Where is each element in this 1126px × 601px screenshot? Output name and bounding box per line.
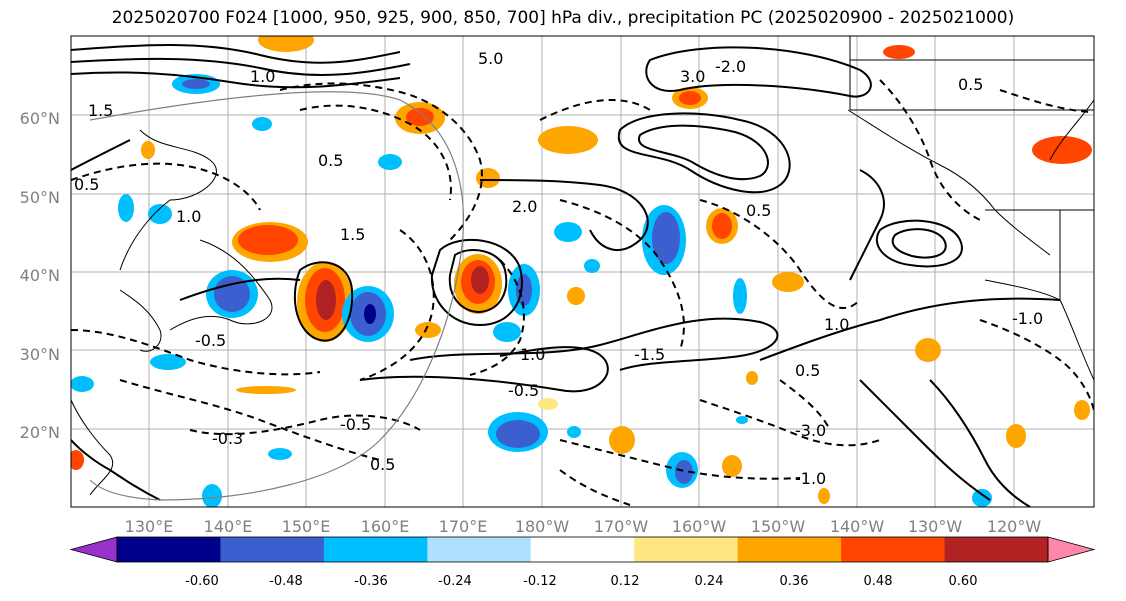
map-frame	[70, 35, 1095, 508]
contour-label: 1.5	[88, 101, 113, 120]
contour-label: 2.0	[512, 197, 537, 216]
lon-label: 130°E	[125, 517, 174, 536]
contour-label: -0.3	[212, 429, 243, 448]
lon-label: 160°E	[361, 517, 410, 536]
colorbar-segment	[427, 537, 532, 562]
colorbar-segment	[220, 537, 325, 562]
lon-label: 150°E	[282, 517, 331, 536]
colorbar-ticks: -0.60 -0.48 -0.36 -0.24 -0.12 0.12 0.24 …	[185, 574, 977, 589]
reference-arcs	[89, 91, 464, 501]
colorbar-tick-label: 0.12	[611, 574, 640, 589]
contour-label: 1.0	[520, 345, 545, 364]
colorbar-segment	[530, 537, 635, 562]
colorbar-segment	[944, 537, 1049, 562]
contour-label: 0.5	[74, 175, 99, 194]
contour-labels: 5.0 1.0 1.5 0.5 -0.5 -1.0 -1.5 -2.0 -3.0…	[74, 49, 1043, 488]
lat-label: 50°N	[20, 188, 60, 207]
colorbar-extend-max	[1047, 536, 1096, 563]
contour-label: 1.0	[250, 67, 275, 86]
lon-label: 120°W	[987, 517, 1042, 536]
lon-label: 130°W	[908, 517, 963, 536]
contour-label: -0.5	[508, 381, 539, 400]
colorbar-tick-label: -0.60	[185, 574, 219, 589]
contour-label: 3.0	[680, 67, 705, 86]
contour-label: 1.5	[340, 225, 365, 244]
colorbar-tick-label: -0.12	[523, 574, 557, 589]
colorbar-segment	[323, 537, 428, 562]
colorbar-tick-label: 0.60	[949, 574, 978, 589]
lat-label: 20°N	[20, 423, 60, 442]
precip-shading	[71, 36, 1092, 507]
divergence-contours	[71, 44, 1094, 507]
contour-label: 0.5	[746, 201, 771, 220]
colorbar-frame	[116, 536, 1049, 563]
contour-label: 0.5	[958, 75, 983, 94]
graticule	[71, 36, 1094, 507]
chart-title: 2025020700 F024 [1000, 950, 925, 900, 85…	[111, 8, 1015, 28]
lat-label: 40°N	[20, 266, 60, 285]
lat-label: 30°N	[20, 345, 60, 364]
lon-label: 140°W	[830, 517, 885, 536]
lon-label: 140°E	[204, 517, 253, 536]
lat-label: 60°N	[20, 109, 60, 128]
contour-label: -1.0	[795, 469, 826, 488]
lon-label: 170°W	[594, 517, 649, 536]
contour-label: 0.5	[318, 151, 343, 170]
lon-label: 160°W	[672, 517, 727, 536]
colorbar-segment	[634, 537, 739, 562]
colorbar-tick-label: 0.24	[695, 574, 724, 589]
colorbar	[69, 536, 1096, 563]
colorbar-segment	[841, 537, 946, 562]
lon-label: 170°E	[439, 517, 488, 536]
colorbar-segment	[117, 537, 221, 562]
colorbar-extend-min	[69, 536, 118, 563]
colorbar-segment	[737, 537, 842, 562]
contour-label: 1.0	[824, 315, 849, 334]
colorbar-tick-label: -0.36	[354, 574, 388, 589]
contour-label: -2.0	[715, 57, 746, 76]
colorbar-tick-label: -0.48	[269, 574, 303, 589]
contour-label: 5.0	[478, 49, 503, 68]
latitude-labels: 20°N 30°N 40°N 50°N 60°N	[20, 109, 60, 442]
lon-label: 150°W	[751, 517, 806, 536]
contour-label: 1.0	[176, 207, 201, 226]
colorbar-tick-label: 0.48	[864, 574, 893, 589]
lon-label: 180°W	[515, 517, 570, 536]
contour-label: -1.5	[634, 345, 665, 364]
colorbar-tick-label: -0.24	[438, 574, 472, 589]
contour-label: 0.5	[795, 361, 820, 380]
coastlines	[71, 36, 1094, 496]
colorbar-tick-label: 0.36	[780, 574, 809, 589]
contour-label: -1.0	[1012, 309, 1043, 328]
longitude-labels: 130°E 140°E 150°E 160°E 170°E 180°W 170°…	[125, 517, 1042, 536]
contour-label: -3.0	[795, 421, 826, 440]
contour-label: 0.5	[370, 455, 395, 474]
contour-label: -0.5	[195, 331, 226, 350]
contour-label: -0.5	[340, 415, 371, 434]
